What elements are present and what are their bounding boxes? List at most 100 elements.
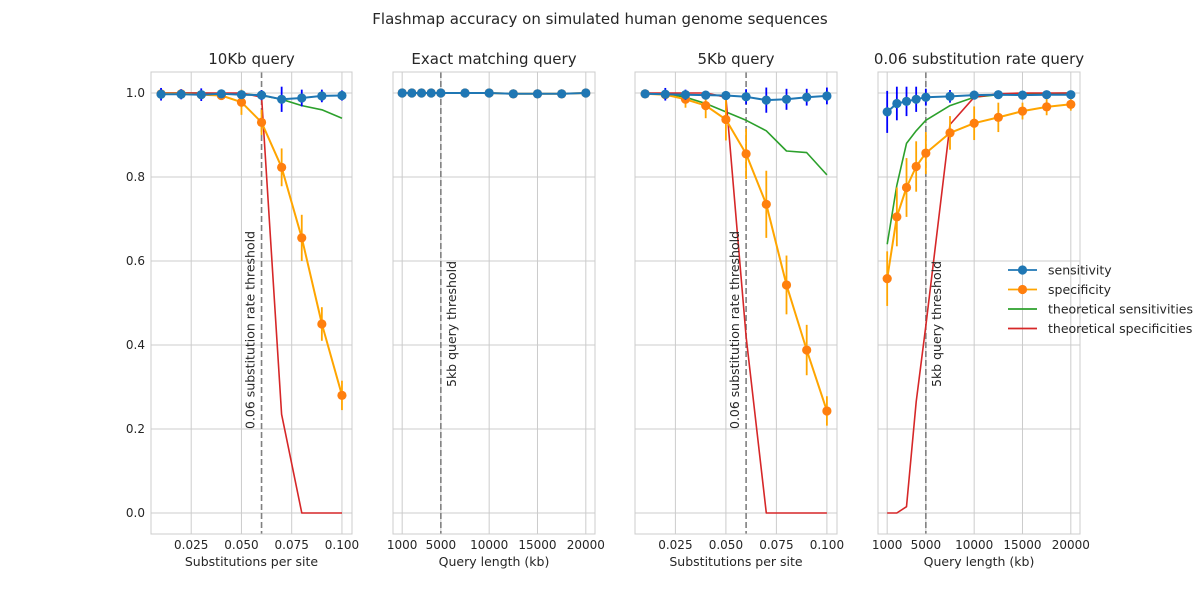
x-axis-label: Substitutions per site: [669, 554, 803, 569]
specificity-point: [721, 114, 731, 125]
sensitivity-point: [297, 93, 307, 103]
x-tick-label: 0.025: [658, 538, 692, 552]
plot-area: [640, 87, 832, 514]
sensitivity-point: [532, 89, 543, 99]
x-tick-label: 10000: [955, 538, 993, 552]
sensitivity-point: [156, 89, 166, 99]
specificity-point: [892, 212, 902, 222]
threshold-label: 5kb query threshold: [444, 261, 459, 387]
specificity-point: [822, 406, 832, 416]
y-tick-label: 0.8: [126, 170, 145, 184]
panel-title: 10Kb query: [208, 50, 295, 68]
specificity-point: [781, 280, 792, 290]
sensitivity-point: [892, 98, 902, 109]
plot-area: [156, 86, 347, 514]
specificity-line: [886, 103, 1071, 279]
y-tick-label: 0.6: [126, 254, 145, 268]
legend-entry: theoretical sensitivities: [1008, 302, 1193, 317]
plot-area: [397, 88, 591, 99]
sensitivity-point: [721, 90, 731, 101]
specificity-point: [297, 233, 307, 243]
sensitivity-point: [640, 89, 650, 99]
x-tick-label: 10000: [470, 538, 508, 552]
legend-entry: theoretical specificities: [1008, 321, 1192, 336]
sensitivity-point: [460, 88, 470, 98]
x-tick-label: 1000: [387, 538, 418, 552]
y-tick-label: 0.2: [126, 422, 145, 436]
y-tick-label: 0.4: [126, 338, 145, 352]
x-axis-label: Query length (kb): [924, 554, 1035, 569]
axes-frame: [877, 71, 1081, 535]
sensitivity-point: [660, 89, 670, 99]
sensitivity-point: [882, 107, 892, 117]
x-tick-label: 0.075: [275, 538, 309, 552]
panel-title: Exact matching query: [411, 50, 576, 68]
sensitivity-point: [416, 88, 427, 98]
legend-entry: specificity: [1008, 282, 1112, 297]
sensitivity-point: [397, 88, 407, 98]
sensitivity-point: [741, 92, 751, 102]
specificity-point: [741, 149, 751, 159]
x-tick-label: 0.025: [174, 538, 208, 552]
x-tick-label: 0.050: [224, 538, 258, 552]
panel-title: 0.06 substitution rate query: [874, 50, 1084, 68]
legend-swatch-marker: [1017, 265, 1028, 275]
specificity-line: [645, 92, 828, 412]
sensitivity-point: [484, 88, 494, 98]
y-tick-label: 1.0: [126, 86, 145, 100]
sensitivity-line: [645, 92, 827, 102]
sensitivity-point: [176, 89, 186, 99]
specificity-point: [277, 162, 287, 172]
sensitivity-point: [945, 91, 955, 101]
theoretical-specificities-line: [887, 92, 1071, 514]
specificity-point: [945, 128, 955, 138]
chart-legend: sensitivity specificity theoretical sensit…: [1008, 263, 1193, 336]
legend-label: theoretical sensitivities: [1048, 302, 1193, 317]
specificity-point: [256, 117, 267, 127]
sensitivity-point: [337, 90, 347, 101]
axes-frame: [634, 71, 838, 535]
sensitivity-point: [277, 94, 287, 104]
chart-panel-2: Exact matching query 1000 5000 10000 15000 20…: [387, 50, 605, 569]
sensitivity-point: [1066, 90, 1076, 100]
x-tick-label: 5000: [911, 538, 942, 552]
specificity-point: [921, 148, 931, 158]
sensitivity-line: [161, 92, 343, 101]
figure-title: Flashmap accuracy on simulated human gen…: [372, 10, 828, 28]
specificity-point: [882, 274, 892, 284]
chart-panels: 10Kb query 0.025 0.050 0.075 0.100 0.0 0.2 0.4 0…: [126, 50, 1090, 569]
axes-frame: [150, 71, 353, 535]
x-tick-label: 15000: [1003, 538, 1041, 552]
threshold-label: 0.06 substitution rate threshold: [243, 231, 258, 429]
sensitivity-point: [802, 92, 812, 102]
specificity-point: [911, 161, 921, 172]
legend-swatch-marker: [1017, 284, 1028, 295]
specificity-point: [317, 319, 327, 329]
sensitivity-point: [256, 90, 267, 100]
x-tick-label: 0.100: [325, 538, 359, 552]
sensitivity-point: [1017, 90, 1028, 100]
x-axis-label: Substitutions per site: [185, 554, 319, 569]
chart-panel-1: 10Kb query 0.025 0.050 0.075 0.100 0.0 0.2 0.4 0…: [126, 50, 359, 569]
sensitivity-point: [680, 90, 691, 100]
sensitivity-point: [911, 94, 921, 104]
x-tick-label: 0.100: [810, 538, 844, 552]
panel-title: 5Kb query: [698, 50, 775, 68]
legend-label: sensitivity: [1048, 263, 1112, 278]
x-tick-label: 1000: [872, 538, 903, 552]
specificity-point: [761, 199, 771, 209]
sensitivity-point: [701, 90, 711, 100]
specificity-point: [802, 345, 812, 355]
specificity-point: [701, 101, 711, 111]
theoretical-sensitivities-line: [645, 92, 828, 176]
sensitivity-point: [901, 96, 912, 106]
sensitivity-point: [921, 92, 931, 102]
plot-area: [882, 86, 1076, 514]
sensitivity-point: [781, 94, 792, 104]
sensitivity-point: [993, 90, 1003, 100]
sensitivity-point: [236, 90, 247, 100]
specificity-point: [1017, 106, 1028, 116]
chart-panel-4: 0.06 substitution rate query 1000 5000 1000…: [872, 50, 1090, 569]
